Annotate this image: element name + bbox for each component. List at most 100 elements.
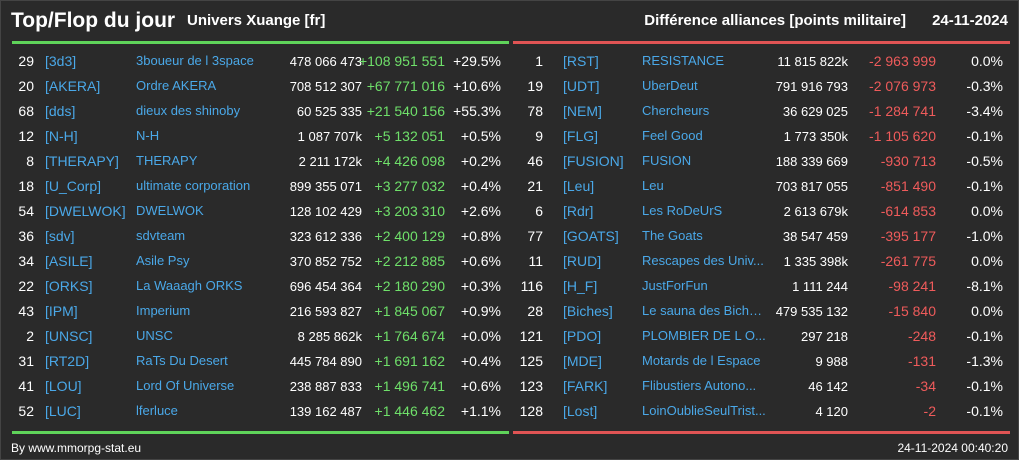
change-cell: +1 845 067 [374, 303, 445, 319]
alliance-tag-link[interactable]: [RT2D] [45, 353, 90, 369]
alliance-tag-link[interactable]: [GOATS] [563, 228, 619, 244]
change-cell: -395 177 [880, 228, 936, 244]
rank-cell: 36 [18, 228, 34, 244]
alliance-tag-link[interactable]: [LOU] [45, 378, 82, 394]
change-cell: -1 284 741 [869, 103, 936, 119]
points-cell: 11 815 822k [777, 54, 848, 69]
rank-cell: 46 [527, 153, 543, 169]
flop-row: 46 [FUSION] FUSION 188 339 669 -930 713 -0.5% [513, 149, 1010, 174]
alliance-tag-link[interactable]: [ASILE] [45, 253, 93, 269]
rank-cell: 128 [519, 403, 543, 419]
percent-cell: 0.0% [971, 53, 1003, 69]
alliance-tag-link[interactable]: [NEM] [563, 103, 602, 119]
flop-row: 78 [NEM] Chercheurs 36 629 025 -1 284 741 -3.… [513, 99, 1010, 124]
alliance-tag-link[interactable]: [3d3] [45, 53, 77, 69]
percent-cell: +0.0% [460, 328, 501, 344]
percent-cell: -0.3% [966, 78, 1003, 94]
change-cell: +3 277 032 [374, 178, 445, 194]
alliance-tag-link[interactable]: [PDO] [563, 328, 602, 344]
change-cell: +1 764 674 [374, 328, 445, 344]
rank-cell: 125 [519, 353, 543, 369]
flop-list: 1 [RST] RESISTANCE 11 815 822k -2 963 999 0.0… [513, 49, 1010, 424]
top-row: 18 [U_Corp] ultimate corporation 899 355 07… [12, 174, 509, 199]
rank-cell: 29 [18, 53, 34, 69]
top-row: 36 [sdv] sdvteam 323 612 336 +2 400 129 +0.8% [12, 224, 509, 249]
alliance-tag-link[interactable]: [DWELWOK] [45, 203, 126, 219]
alliance-tag-link[interactable]: [THERAPY] [45, 153, 119, 169]
alliance-tag-link[interactable]: [N-H] [45, 128, 78, 144]
alliance-tag-link[interactable]: [FARK] [563, 378, 608, 394]
alliance-tag-link[interactable]: [RST] [563, 53, 599, 69]
change-cell: +108 951 551 [358, 53, 445, 69]
alliance-tag-link[interactable]: [FUSION] [563, 153, 624, 169]
server-name: Univers Xuange [fr] [187, 12, 326, 29]
alliance-tag-link[interactable]: [UNSC] [45, 328, 93, 344]
flop-row: 121 [PDO] PLOMBIER DE L O... 297 218 -248 -0.… [513, 324, 1010, 349]
percent-cell: +1.1% [460, 403, 501, 419]
change-cell: -614 853 [880, 203, 936, 219]
alliance-tag-link[interactable]: [dds] [45, 103, 76, 119]
alliance-tag-link[interactable]: [Lost] [563, 403, 598, 419]
change-cell: -2 [923, 403, 936, 419]
alliance-tag-link[interactable]: [Rdr] [563, 203, 594, 219]
alliance-tag-link[interactable]: [AKERA] [45, 78, 101, 94]
top-row: 34 [ASILE] Asile Psy 370 852 752 +2 212 885 +… [12, 249, 509, 274]
points-cell: 1 111 244 [792, 279, 848, 294]
page-title: Top/Flop du jour [11, 9, 176, 32]
percent-cell: +0.6% [460, 378, 501, 394]
percent-cell: +0.4% [460, 353, 501, 369]
alliance-tag-link[interactable]: [ORKS] [45, 278, 93, 294]
alliance-tag-link[interactable]: [LUC] [45, 403, 81, 419]
alliance-tag-link[interactable]: [FLG] [563, 128, 599, 144]
change-cell: -34 [915, 378, 936, 394]
alliance-tag-link[interactable]: [IPM] [45, 303, 78, 319]
rank-cell: 20 [18, 78, 34, 94]
change-cell: -2 076 973 [869, 78, 936, 94]
change-cell: +4 426 098 [374, 153, 445, 169]
rank-cell: 78 [527, 103, 543, 119]
flop-row: 21 [Leu] Leu 703 817 055 -851 490 -0.1% [513, 174, 1010, 199]
points-cell: 128 102 429 [289, 204, 362, 219]
alliance-tag-link[interactable]: [RUD] [563, 253, 602, 269]
alliance-tag-link[interactable]: [U_Corp] [45, 178, 102, 194]
rank-cell: 77 [527, 228, 543, 244]
top-row: 31 [RT2D] RaTs Du Desert 445 784 890 +1 691 … [12, 349, 509, 374]
change-cell: +2 180 290 [374, 278, 445, 294]
top-divider-bottom [12, 431, 509, 434]
change-cell: -131 [907, 353, 936, 369]
percent-cell: -0.5% [966, 153, 1003, 169]
rank-cell: 123 [519, 378, 543, 394]
rank-cell: 12 [18, 128, 34, 144]
subtitle: Différence alliances [points militaire] [644, 12, 906, 29]
alliance-tag-link[interactable]: [H_F] [563, 278, 598, 294]
change-cell: +2 400 129 [374, 228, 445, 244]
percent-cell: -0.1% [966, 328, 1003, 344]
rank-cell: 68 [18, 103, 34, 119]
footer-timestamp: 24-11-2024 00:40:20 [897, 441, 1008, 455]
change-cell: +21 540 156 [366, 103, 445, 119]
alliance-tag-link[interactable]: [Leu] [563, 178, 595, 194]
top-row: 29 [3d3] 3boueur de l 3space 478 066 473 +10… [12, 49, 509, 74]
percent-cell: +0.2% [460, 153, 501, 169]
change-cell: -15 840 [888, 303, 936, 319]
flop-row: 1 [RST] RESISTANCE 11 815 822k -2 963 999 0.0… [513, 49, 1010, 74]
alliance-tag-link[interactable]: [UDT] [563, 78, 600, 94]
points-cell: 2 613 679k [783, 204, 848, 219]
points-cell: 445 784 890 [289, 354, 362, 369]
percent-cell: +0.3% [460, 278, 501, 294]
change-cell: +1 446 462 [374, 403, 445, 419]
top-row: 22 [ORKS] La Waaagh ORKS 696 454 364 +2 180 … [12, 274, 509, 299]
alliance-tag-link[interactable]: [MDE] [563, 353, 602, 369]
top-panel: 29 [3d3] 3boueur de l 3space 478 066 473 +10… [12, 41, 509, 434]
rank-cell: 8 [26, 153, 34, 169]
rank-cell: 31 [18, 353, 34, 369]
change-cell: -98 241 [888, 278, 936, 294]
percent-cell: 0.0% [971, 203, 1003, 219]
flop-row: 28 [Biches] Le sauna des Biche... 479 535 1… [513, 299, 1010, 324]
percent-cell: +0.9% [460, 303, 501, 319]
points-cell: 38 547 459 [782, 229, 848, 244]
alliance-tag-link[interactable]: [Biches] [563, 303, 613, 319]
alliance-tag-link[interactable]: [sdv] [45, 228, 75, 244]
rank-cell: 21 [527, 178, 543, 194]
header: Top/Flop du jour Univers Xuange [fr] Dif… [1, 1, 1018, 43]
